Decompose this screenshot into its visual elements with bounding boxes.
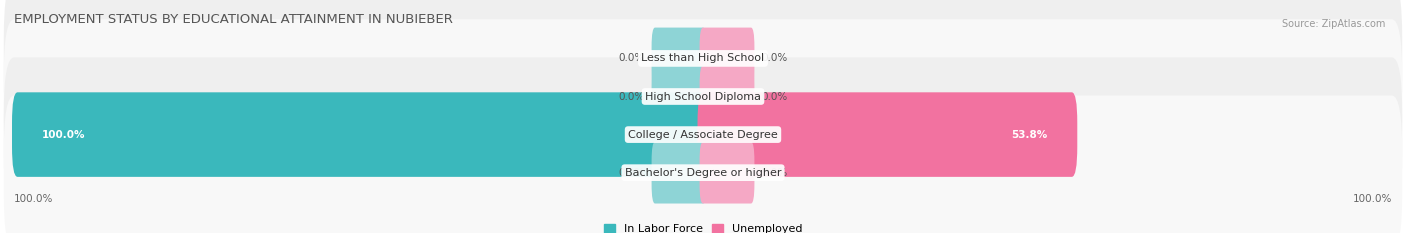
- Text: 0.0%: 0.0%: [619, 53, 645, 63]
- FancyBboxPatch shape: [700, 66, 755, 127]
- FancyBboxPatch shape: [4, 19, 1402, 174]
- Text: 0.0%: 0.0%: [761, 53, 787, 63]
- FancyBboxPatch shape: [4, 96, 1402, 233]
- FancyBboxPatch shape: [4, 57, 1402, 212]
- Text: 0.0%: 0.0%: [761, 168, 787, 178]
- Text: 100.0%: 100.0%: [42, 130, 84, 140]
- Text: High School Diploma: High School Diploma: [645, 92, 761, 102]
- FancyBboxPatch shape: [13, 92, 709, 177]
- Text: 100.0%: 100.0%: [14, 194, 53, 204]
- Text: 0.0%: 0.0%: [619, 92, 645, 102]
- Text: 53.8%: 53.8%: [1011, 130, 1047, 140]
- Text: Bachelor's Degree or higher: Bachelor's Degree or higher: [624, 168, 782, 178]
- Text: College / Associate Degree: College / Associate Degree: [628, 130, 778, 140]
- FancyBboxPatch shape: [651, 27, 706, 89]
- FancyBboxPatch shape: [700, 27, 755, 89]
- Text: 0.0%: 0.0%: [619, 168, 645, 178]
- Text: Source: ZipAtlas.com: Source: ZipAtlas.com: [1281, 19, 1385, 29]
- Legend: In Labor Force, Unemployed: In Labor Force, Unemployed: [599, 219, 807, 233]
- FancyBboxPatch shape: [651, 66, 706, 127]
- Text: 100.0%: 100.0%: [1353, 194, 1392, 204]
- Text: 0.0%: 0.0%: [761, 92, 787, 102]
- FancyBboxPatch shape: [700, 142, 755, 203]
- Text: Less than High School: Less than High School: [641, 53, 765, 63]
- FancyBboxPatch shape: [651, 142, 706, 203]
- FancyBboxPatch shape: [697, 92, 1077, 177]
- FancyBboxPatch shape: [4, 0, 1402, 136]
- Text: EMPLOYMENT STATUS BY EDUCATIONAL ATTAINMENT IN NUBIEBER: EMPLOYMENT STATUS BY EDUCATIONAL ATTAINM…: [14, 13, 453, 26]
